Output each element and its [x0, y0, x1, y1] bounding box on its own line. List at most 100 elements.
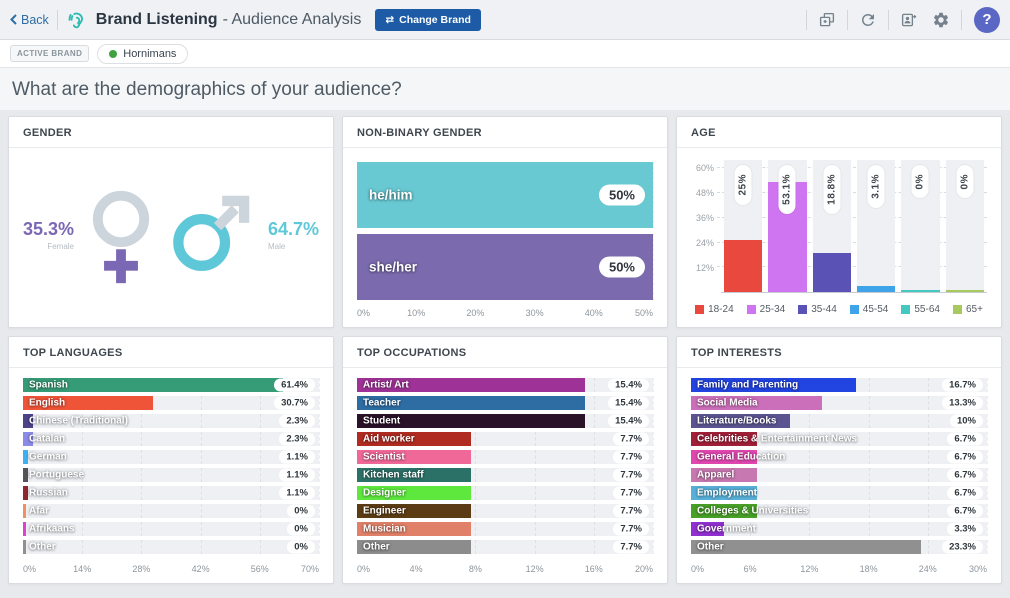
gridline — [82, 540, 84, 554]
top-occupations-chart: Artist/ Art 15.4% Teacher 15.4% Student 15.4%… — [343, 368, 667, 583]
bar[interactable] — [23, 522, 26, 536]
bar[interactable] — [901, 290, 940, 292]
bar[interactable] — [691, 504, 758, 518]
export-audience-button[interactable] — [897, 8, 921, 32]
bar[interactable] — [23, 396, 153, 410]
bar-track: Afrikaans 0% — [23, 522, 320, 536]
bar[interactable] — [691, 378, 856, 392]
bar[interactable] — [691, 522, 724, 536]
legend: 18-24 25-34 35-44 45-54 55-64 65+ — [691, 297, 987, 321]
change-brand-button[interactable]: ⇄ Change Brand — [375, 8, 481, 31]
male-percentage: 64.7% — [268, 218, 320, 239]
gridline — [717, 266, 987, 268]
legend-item[interactable]: 25-34 — [746, 304, 785, 315]
legend-swatch-icon — [952, 304, 962, 314]
legend-item[interactable]: 18-24 — [695, 304, 734, 315]
gridline — [200, 432, 202, 446]
gridline — [141, 540, 143, 554]
bar-row: Celebrities & Entertainment News 6.7% — [691, 432, 988, 446]
gridline — [927, 540, 929, 554]
bar-label: Employment — [697, 487, 758, 499]
legend-item[interactable]: 45-54 — [849, 304, 888, 315]
bar-value: 7.7% — [613, 468, 649, 482]
bar[interactable] — [691, 432, 758, 446]
legend-item[interactable]: 55-64 — [901, 304, 940, 315]
bar[interactable] — [357, 540, 471, 554]
bar[interactable] — [856, 285, 896, 292]
gridline — [593, 486, 595, 500]
bar[interactable] — [691, 414, 790, 428]
bar[interactable] — [23, 468, 28, 482]
female-symbol-icon — [92, 190, 150, 283]
bar[interactable] — [945, 290, 984, 292]
bar[interactable] — [691, 450, 758, 464]
gridline — [987, 504, 988, 518]
bar[interactable] — [23, 540, 26, 554]
product-name: Brand Listening — [95, 10, 218, 28]
panel-title: TOP INTERESTS — [677, 337, 1001, 368]
refresh-button[interactable] — [856, 8, 880, 32]
export-user-icon — [901, 13, 917, 26]
gridline — [475, 468, 477, 482]
settings-button[interactable] — [929, 8, 953, 32]
gridline — [653, 378, 654, 392]
bar[interactable] — [357, 432, 471, 446]
bar[interactable] — [357, 522, 471, 536]
bar[interactable] — [357, 378, 585, 392]
x-axis: 0% 14% 28% 42% 56% 70% — [23, 564, 319, 577]
bar-rows: Spanish 61.4% English 30.7% Chinese (Traditi… — [23, 378, 320, 560]
bar-track: he/him 50% — [357, 162, 654, 228]
help-button[interactable]: ? — [974, 6, 1000, 33]
bar[interactable] — [23, 504, 26, 518]
axis-tick-label: 4% — [409, 564, 423, 574]
x-axis: 0% 6% 12% 18% 24% 30% — [691, 564, 987, 577]
gridline — [653, 540, 654, 554]
bar[interactable] — [691, 540, 921, 554]
legend-item[interactable]: 35-44 — [798, 304, 837, 315]
bar-label: Apparel — [697, 469, 735, 481]
duplicate-button[interactable] — [815, 8, 839, 32]
bar-label: Scientist — [363, 451, 405, 463]
bar-value: 15.4% — [608, 396, 649, 410]
bar[interactable] — [357, 468, 471, 482]
bar-track: Government 3.3% — [691, 522, 988, 536]
gridline — [987, 540, 988, 554]
bar[interactable] — [23, 450, 28, 464]
bar[interactable] — [691, 486, 758, 500]
gridline — [653, 468, 654, 482]
bar[interactable] — [23, 486, 28, 500]
bar[interactable] — [357, 450, 471, 464]
bar[interactable] — [357, 396, 585, 410]
back-button[interactable]: Back — [10, 13, 49, 27]
bar[interactable] — [357, 414, 585, 428]
legend-swatch-icon — [849, 304, 859, 314]
bar[interactable] — [23, 432, 33, 446]
bar[interactable] — [23, 414, 33, 428]
bar-row: Other 0% — [23, 540, 320, 554]
bar[interactable] — [691, 396, 823, 410]
gridline — [200, 468, 202, 482]
bar-label: Celebrities & Entertainment News — [697, 433, 858, 445]
bar[interactable] — [691, 468, 758, 482]
legend-item[interactable]: 65+ — [952, 303, 983, 315]
bar-row: Aid worker 7.7% — [357, 432, 654, 446]
legend-label: 65+ — [965, 303, 983, 315]
bar[interactable] — [357, 486, 471, 500]
bar[interactable] — [357, 504, 471, 518]
bar[interactable] — [23, 378, 283, 392]
plot-area: 60% 48% 36% 24% 12% 25% 53.1% 18.8% 3.1% 0% 0% — [691, 160, 987, 293]
divider — [56, 9, 58, 30]
active-brand-pill[interactable]: Hornimans — [97, 43, 189, 64]
axis-tick-label: 10% — [407, 308, 426, 318]
bar-track: Artist/ Art 15.4% — [357, 378, 654, 392]
bar[interactable] — [724, 240, 763, 292]
gridline — [987, 432, 988, 446]
bar-value: 23.3% — [942, 540, 983, 554]
bar-column: 3.1% — [856, 160, 896, 292]
bar-label: Spanish — [29, 379, 68, 391]
bar-track: Kitchen staff 7.7% — [357, 468, 654, 482]
bar[interactable] — [812, 253, 851, 292]
bar-track: Afar 0% — [23, 504, 320, 518]
gridline — [809, 504, 811, 518]
bar-value: 1.1% — [279, 486, 315, 500]
